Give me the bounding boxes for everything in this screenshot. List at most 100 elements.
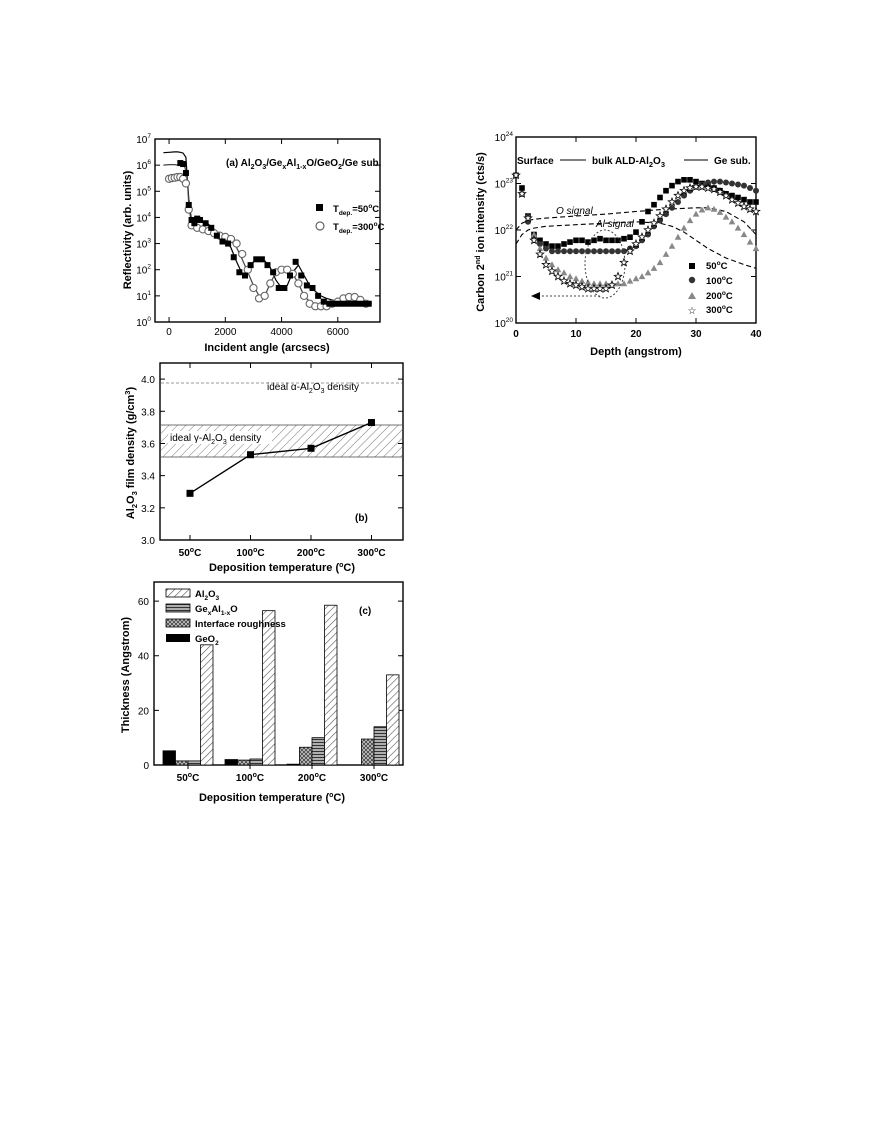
x-tick-label: 4000 [270, 327, 293, 338]
data-point-100c [615, 248, 621, 255]
data-point-300c [535, 249, 545, 259]
data-point-300c [601, 283, 611, 293]
panel-b: ideal α-Al2O3 density ideal γ-Al2O3 dens… [123, 362, 404, 574]
legend-label-50c: 50oC [706, 260, 728, 272]
data-point-300c [739, 201, 749, 211]
legend-marker-200c [688, 292, 696, 299]
x-tick-label: 200oC [297, 547, 325, 559]
data-point-50c [332, 300, 338, 307]
gamma-label-bg [168, 431, 272, 444]
data-point-200c [542, 254, 550, 261]
data-point-100c [723, 179, 729, 186]
data-point-200c [632, 275, 640, 282]
density-point [247, 451, 254, 459]
data-point-200c [686, 217, 694, 224]
bar-gealo [249, 758, 263, 766]
x-tick-label: 0 [513, 329, 519, 340]
data-point-50c [585, 239, 591, 245]
x-tick-label: 100oC [236, 547, 264, 559]
data-point-50c [348, 300, 355, 307]
data-point-50c [693, 178, 699, 185]
data-point-100c [663, 211, 669, 218]
x-tick-label: 0 [166, 327, 172, 338]
data-point-300c [523, 212, 533, 223]
data-point-50c [253, 256, 260, 263]
panel-b-label: (b) [355, 513, 368, 524]
bar-gealo [311, 737, 325, 766]
data-point-300c [667, 196, 677, 207]
data-point-300c [685, 182, 695, 193]
legend-label-gealo: GexAl1-xO [195, 604, 238, 617]
data-point-100c [603, 248, 609, 255]
data-point-300c [733, 197, 743, 208]
data-point-300c [679, 185, 689, 195]
data-point-100c [537, 240, 543, 247]
density-point [186, 489, 194, 497]
data-point-100c [543, 245, 549, 252]
data-point-50c [741, 196, 747, 203]
data-point-50c [651, 201, 657, 208]
data-point-50c [180, 161, 187, 168]
data-point-300c [727, 194, 737, 204]
bar-interface-roughness [361, 738, 375, 766]
data-point-50c [543, 241, 549, 247]
minimum-arrow-head [531, 292, 540, 300]
data-point-200c [530, 231, 538, 238]
bar-gealo [187, 760, 201, 766]
panel-d-region-labels: Surface bulk ALD-Al2O3 Ge sub. O signal … [517, 156, 751, 230]
data-point-100c [567, 248, 573, 255]
data-point-300c [709, 184, 719, 194]
data-point-50c [591, 237, 597, 244]
bar-gealo [373, 726, 387, 766]
data-point-200c [650, 264, 658, 271]
data-point-50c [264, 262, 271, 269]
x-tick-label: 20 [630, 329, 642, 340]
data-point-300c [266, 279, 275, 288]
panel-c: 0 20 40 60 50oC 100oC 200oC 300oC Al2O3 GexAl1-… [120, 581, 404, 804]
data-point-300c [541, 259, 551, 269]
data-point-50c [292, 258, 299, 265]
legend-marker-50c [689, 263, 695, 269]
data-point-50c [182, 170, 189, 177]
y-tick-label: 107 [136, 133, 151, 146]
data-point-200c [578, 277, 586, 284]
data-point-100c [549, 248, 555, 255]
y-tick-label: 106 [136, 159, 151, 172]
bar-interface-roughness [299, 746, 313, 766]
bar-geo2 [224, 759, 238, 766]
data-point-50c [281, 284, 288, 291]
data-point-200c [548, 261, 556, 268]
data-point-50c [627, 234, 633, 241]
panel-a-frame [154, 138, 381, 323]
data-point-300c [703, 182, 713, 193]
data-point-200c [566, 273, 574, 280]
density-point [307, 444, 315, 452]
data-point-300c [299, 291, 309, 301]
data-point-300c [637, 232, 647, 242]
data-point-50c [675, 178, 681, 185]
legend-label-300c: 300oC [706, 304, 733, 316]
alpha-density-label: ideal α-Al2O3 density [267, 382, 359, 395]
data-point-50c [242, 272, 248, 279]
data-point-200c [584, 278, 592, 285]
data-point-200c [656, 259, 664, 266]
x-tick-label: 300oC [360, 772, 388, 784]
y-tick-label: 105 [136, 185, 151, 198]
data-point-300c [547, 266, 557, 276]
y-tick-label: 1023 [495, 178, 514, 191]
panel-c-xlabel: Deposition temperature (oC) [199, 792, 345, 804]
data-point-50c [549, 243, 555, 249]
legend-label-100c: 100oC [706, 275, 733, 287]
data-point-100c [669, 204, 675, 211]
y-tick-label: 1020 [495, 317, 514, 330]
legend-label-200c: 200oC [706, 290, 733, 302]
data-point-50c [197, 216, 203, 223]
y-tick-label: 60 [138, 597, 150, 608]
bar-geo2 [286, 763, 300, 766]
legend-swatch-gealo [165, 603, 191, 613]
data-point-300c [511, 170, 521, 180]
data-point-300c [751, 206, 761, 216]
y-tick-label: 3.0 [141, 536, 155, 547]
